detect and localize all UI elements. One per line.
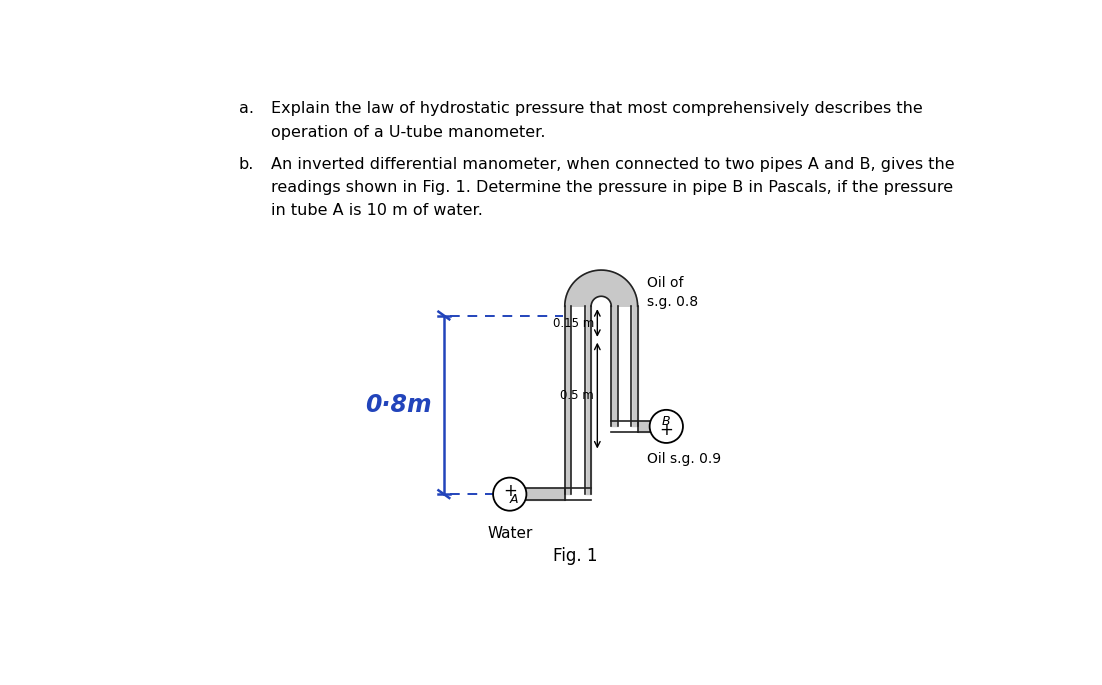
Text: readings shown in Fig. 1. Determine the pressure in pipe B in Pascals, if the pr: readings shown in Fig. 1. Determine the … [271, 180, 953, 195]
Text: operation of a U-tube manometer.: operation of a U-tube manometer. [271, 125, 545, 140]
Text: Fig. 1: Fig. 1 [553, 547, 598, 564]
Text: Oil s.g. 0.9: Oil s.g. 0.9 [647, 451, 721, 466]
Text: B: B [662, 415, 671, 428]
Text: b.: b. [238, 157, 253, 172]
Text: 0.5 m: 0.5 m [561, 389, 594, 402]
Circle shape [650, 410, 683, 443]
Text: A: A [510, 493, 519, 506]
Text: +: + [504, 482, 518, 500]
Text: s.g. 0.8: s.g. 0.8 [647, 295, 698, 310]
Polygon shape [565, 270, 638, 306]
Text: 0·8m: 0·8m [366, 393, 432, 417]
Text: in tube A is 10 m of water.: in tube A is 10 m of water. [271, 203, 483, 218]
Text: An inverted differential manometer, when connected to two pipes A and B, gives t: An inverted differential manometer, when… [271, 157, 954, 172]
Text: a.: a. [238, 101, 253, 116]
Text: Water: Water [487, 527, 532, 541]
Text: 0.15 m: 0.15 m [553, 316, 594, 329]
Text: +: + [659, 421, 673, 439]
Text: Oil of: Oil of [647, 276, 683, 290]
Text: Explain the law of hydrostatic pressure that most comprehensively describes the: Explain the law of hydrostatic pressure … [271, 101, 922, 116]
Circle shape [493, 477, 527, 511]
